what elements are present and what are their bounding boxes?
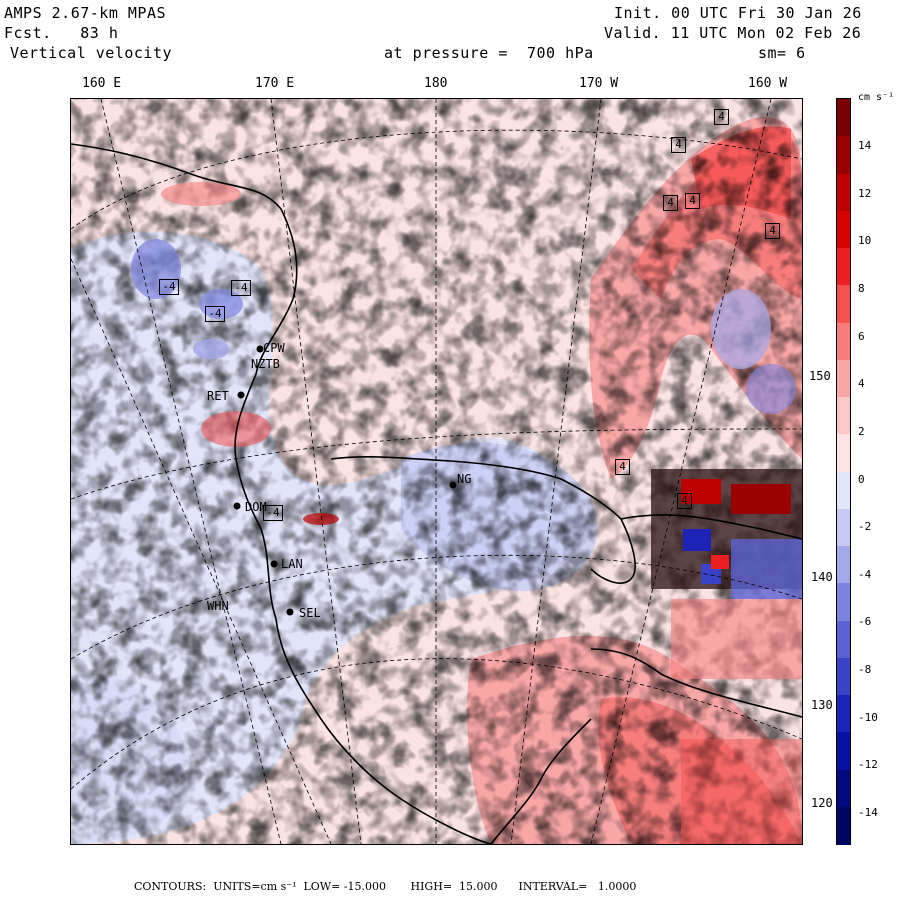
station-label-dom: DOM	[245, 500, 267, 514]
contour-info: CONTOURS: UNITS=cm s⁻¹ LOW= -15.000 HIGH…	[134, 880, 637, 893]
colorbar-tick-label: 0	[858, 472, 865, 486]
contour-label: 4	[615, 459, 630, 475]
colorbar-tick-label: 12	[858, 186, 872, 200]
lon-label-180: 180	[424, 76, 448, 91]
contour-label: 4	[685, 193, 700, 209]
field-name: Vertical velocity	[10, 44, 173, 62]
colorbar-segment	[837, 285, 850, 323]
colorbar-segment	[837, 173, 850, 212]
station-dot-ret	[237, 391, 245, 399]
downward-eddies	[131, 239, 796, 414]
contour-label: 4	[677, 493, 692, 509]
colorbar-segment	[837, 620, 850, 659]
contour-label: 4	[663, 195, 678, 211]
colorbar-tick-label: -10	[858, 710, 878, 724]
vertical-velocity-map: CPW NZTB RET DOM LAN WHN SEL NG 4 4 4 4 …	[70, 98, 803, 845]
graticule	[71, 99, 802, 844]
colorbar-segment	[837, 136, 850, 174]
map-canvas	[71, 99, 802, 844]
colorbar-segment	[837, 210, 850, 249]
station-label-whn: WHN	[207, 599, 229, 613]
colorbar-tick-label: -2	[858, 520, 872, 534]
station-dot-ng	[449, 481, 457, 489]
station-label-sel: SEL	[299, 606, 321, 620]
contour-label: -4	[159, 279, 179, 295]
colorbar-segment	[837, 806, 850, 845]
station-label-nztb: NZTB	[251, 357, 280, 371]
colorbar-segment	[837, 322, 850, 361]
colorbar-tick-label: -4	[858, 567, 872, 581]
colorbar-segment	[837, 99, 850, 137]
contour-label: -4	[231, 280, 251, 296]
colorbar-segment	[837, 434, 850, 472]
pressure-level: at pressure = 700 hPa	[384, 44, 594, 62]
colorbar-tick-label: 2	[858, 424, 865, 438]
colorbar-tick-label: -14	[858, 806, 878, 819]
colorbar-segment	[837, 695, 850, 733]
contour-label: 4	[671, 137, 686, 153]
contour-label: -4	[263, 505, 283, 521]
valid-time: Valid. 11 UTC Mon 02 Feb 26	[604, 24, 862, 42]
station-markers	[233, 345, 457, 616]
colorbar-segment	[837, 397, 850, 435]
lon-label-160w: 160 W	[748, 76, 788, 91]
colorbar-tick-label: 14	[858, 139, 872, 152]
colorbar	[836, 98, 851, 845]
colorbar-tick-label: 10	[858, 234, 872, 248]
station-label-lan: LAN	[281, 557, 303, 571]
colorbar-segment	[837, 732, 850, 770]
contour-label: -4	[205, 306, 225, 322]
station-dot-lan	[270, 560, 278, 568]
model-title: AMPS 2.67-km MPAS	[4, 4, 167, 22]
colorbar-tick-label: 8	[858, 281, 865, 295]
colorbar-units: cm s⁻¹	[858, 92, 895, 103]
colorbar-tick-label: 6	[858, 329, 865, 343]
colorbar-segment	[837, 583, 850, 621]
forecast-hour: Fcst. 83 h	[4, 24, 119, 42]
colorbar-segment	[837, 769, 850, 808]
station-label-ret: RET	[207, 389, 229, 403]
colorbar-segment	[837, 471, 850, 510]
coastline	[71, 143, 802, 844]
colorbar-tick-label: 4	[858, 377, 865, 391]
contour-label: 4	[765, 223, 780, 239]
lon-label-170e: 170 E	[255, 76, 295, 91]
station-label-ng: NG	[457, 472, 472, 486]
station-label-cpw: CPW	[263, 341, 285, 355]
colorbar-segment	[837, 657, 850, 696]
colorbar-tick-label: -12	[858, 758, 878, 772]
colorbar-segment	[837, 546, 850, 584]
colorbar-segment	[837, 508, 850, 547]
colorbar-segment	[837, 359, 850, 398]
colorbar-tick-label: -8	[858, 663, 872, 677]
colorbar-tick-label: -6	[858, 615, 872, 629]
station-dot-cpw	[256, 345, 264, 353]
colorbar-segment	[837, 248, 850, 286]
init-time: Init. 00 UTC Fri 30 Jan 26	[614, 4, 862, 22]
lon-label-170w: 170 W	[579, 76, 619, 91]
lon-label-160e: 160 E	[82, 76, 122, 91]
station-dot-dom	[233, 502, 241, 510]
smoothing-value: sm= 6	[758, 44, 806, 62]
contour-label: 4	[714, 109, 729, 125]
station-dot-sel	[286, 608, 294, 616]
